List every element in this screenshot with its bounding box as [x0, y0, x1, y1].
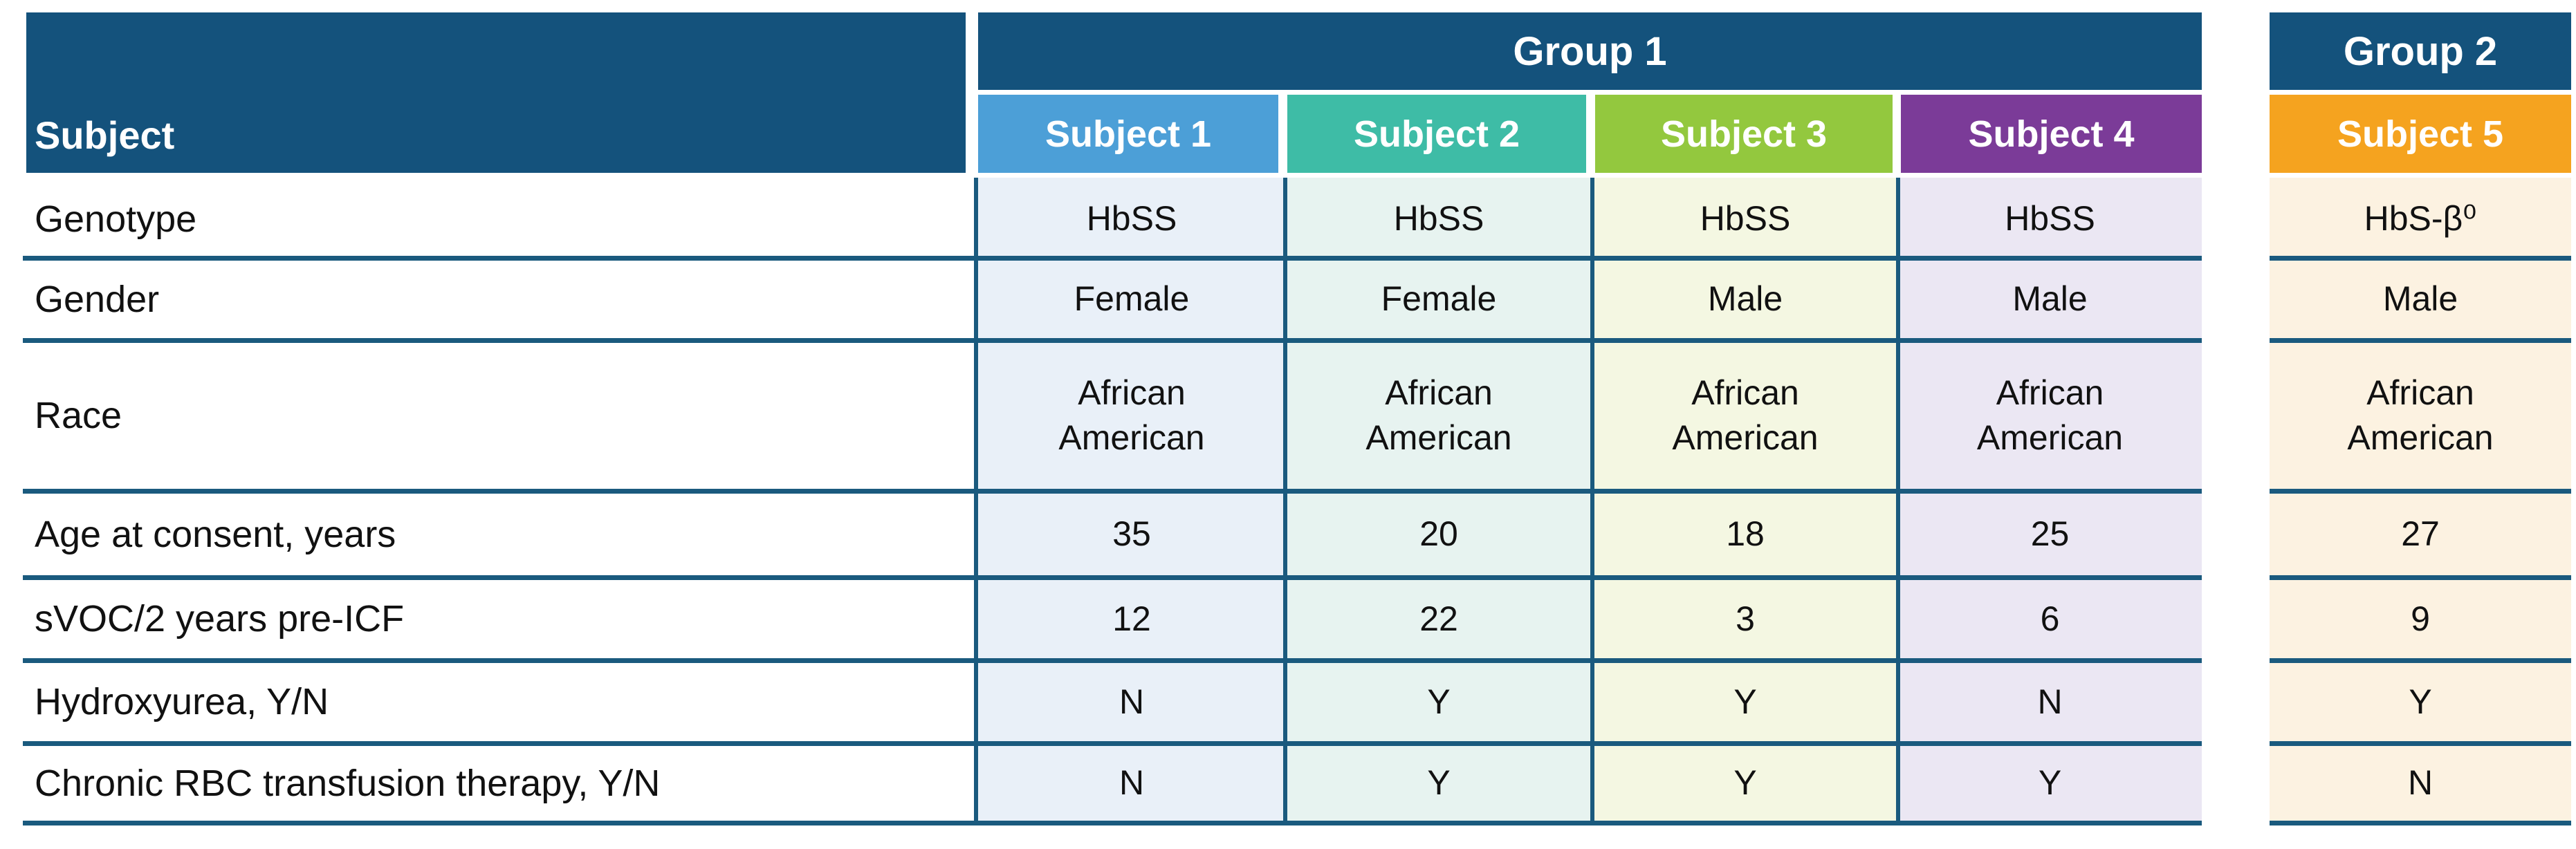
cell-race-subject5: African American	[2347, 373, 2494, 457]
cell-chronic-rbc-subject5: N	[2407, 763, 2434, 802]
subject2-header: Subject 2	[1287, 95, 1586, 173]
row-divider	[2270, 575, 2571, 580]
table-bottom-rule	[23, 821, 2202, 825]
cell-hydroxyurea-subject3: Y	[1733, 682, 1757, 721]
cell-age-subject5: 27	[2401, 514, 2440, 553]
row-label-genotype: Genotype	[35, 198, 197, 240]
column-divider	[1896, 178, 1900, 825]
cell-svoc-subject5: 9	[2411, 599, 2430, 638]
cell-svoc-subject2: 22	[1419, 599, 1458, 638]
cell-gender-subject1: Female	[1074, 279, 1190, 318]
cell-chronic-rbc-subject2: Y	[1427, 763, 1451, 802]
row-label-gender: Gender	[35, 278, 160, 320]
row-divider	[23, 741, 2202, 746]
subject3-header: Subject 3	[1595, 95, 1893, 173]
cell-svoc-subject4: 6	[2040, 599, 2060, 638]
subject1-label: Subject 1	[1045, 113, 1212, 155]
cell-chronic-rbc-subject3: Y	[1733, 763, 1757, 802]
cell-race-subject4: African American	[1976, 373, 2124, 457]
row-label-race: Race	[35, 395, 122, 436]
cell-gender-subject5: Male	[2382, 279, 2458, 318]
cell-genotype-subject2: HbSS	[1393, 199, 1484, 238]
subject4-header: Subject 4	[1901, 95, 2202, 173]
row-divider	[2270, 256, 2571, 261]
subject4-column-tint	[1898, 178, 2202, 823]
cell-genotype-subject1: HbSS	[1086, 199, 1177, 238]
subject3-label: Subject 3	[1660, 113, 1828, 155]
group2-label: Group 2	[2343, 28, 2498, 74]
group2-header: Group 2	[2270, 12, 2571, 90]
cell-hydroxyurea-subject5: Y	[2409, 682, 2432, 721]
group1-label: Group 1	[1513, 28, 1667, 74]
cell-hydroxyurea-subject4: N	[2037, 682, 2063, 721]
cell-genotype-subject5: HbS-β⁰	[2364, 199, 2477, 238]
table-bottom-rule	[2270, 821, 2571, 825]
subject4-label: Subject 4	[1968, 113, 2135, 155]
row-divider	[2270, 489, 2571, 494]
cell-hydroxyurea-subject1: N	[1119, 682, 1145, 721]
row-divider	[2270, 338, 2571, 343]
row-label-age-at-consent: Age at consent, years	[35, 513, 396, 555]
cell-svoc-subject3: 3	[1736, 599, 1755, 638]
row-divider	[23, 256, 2202, 261]
subject1-header: Subject 1	[978, 95, 1278, 173]
row-divider	[23, 489, 2202, 494]
cell-gender-subject4: Male	[2012, 279, 2088, 318]
cell-age-subject3: 18	[1726, 514, 1765, 553]
subject2-label: Subject 2	[1353, 113, 1520, 155]
row-divider	[23, 338, 2202, 343]
subject1-column-tint	[978, 178, 1285, 823]
column-divider	[974, 178, 978, 825]
cell-age-subject4: 25	[2030, 514, 2070, 553]
row-label-hydroxyurea: Hydroxyurea, Y/N	[35, 681, 329, 722]
group1-header: Group 1	[978, 12, 2202, 90]
cell-genotype-subject4: HbSS	[2005, 199, 2095, 238]
cell-age-subject2: 20	[1419, 514, 1458, 553]
cell-genotype-subject3: HbSS	[1700, 199, 1791, 238]
subject5-column-tint	[2270, 178, 2571, 823]
subject5-header: Subject 5	[2270, 95, 2571, 173]
subject2-column-tint	[1285, 178, 1592, 823]
cell-svoc-subject1: 12	[1112, 599, 1151, 638]
cell-hydroxyurea-subject2: Y	[1427, 682, 1451, 721]
row-label-svoc: sVOC/2 years pre-ICF	[35, 598, 405, 640]
row-divider	[23, 658, 2202, 663]
cell-race-subject3: African American	[1672, 373, 1819, 457]
column-divider	[1590, 178, 1594, 825]
cell-gender-subject2: Female	[1381, 279, 1497, 318]
cell-race-subject2: African American	[1365, 373, 1512, 457]
corner-header-subject: Subject	[26, 12, 966, 173]
cell-chronic-rbc-subject4: Y	[2038, 763, 2062, 802]
cell-race-subject1: African American	[1058, 373, 1205, 457]
column-divider	[1283, 178, 1287, 825]
row-divider	[2270, 741, 2571, 746]
row-divider	[2270, 658, 2571, 663]
cell-age-subject1: 35	[1112, 514, 1151, 553]
cell-gender-subject3: Male	[1707, 279, 1783, 318]
subject5-label: Subject 5	[2337, 113, 2504, 155]
cell-chronic-rbc-subject1: N	[1119, 763, 1145, 802]
row-divider	[23, 575, 2202, 580]
row-label-chronic-rbc-transfusion: Chronic RBC transfusion therapy, Y/N	[35, 762, 661, 804]
subject3-column-tint	[1592, 178, 1898, 823]
corner-header-label: Subject	[35, 113, 175, 157]
